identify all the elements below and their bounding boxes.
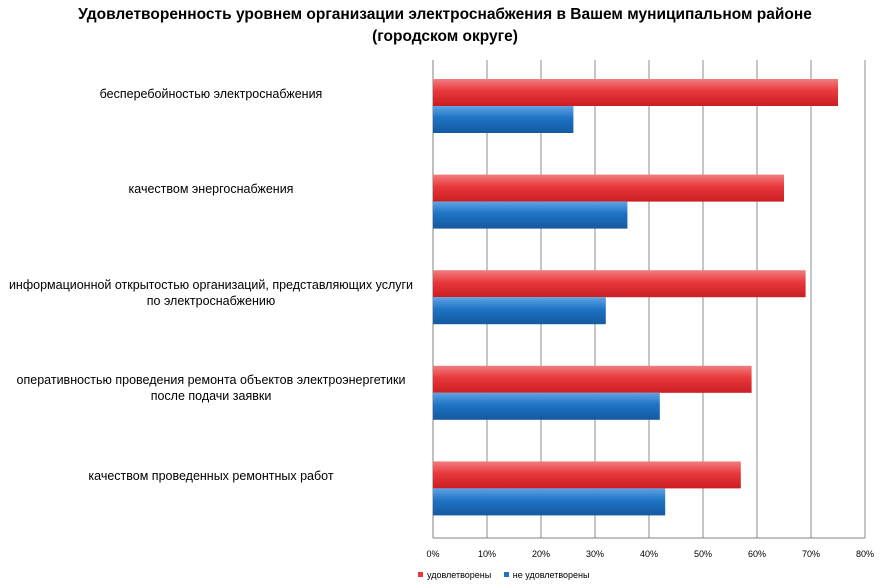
x-tick-label: 0% bbox=[426, 549, 439, 559]
x-tick-label: 30% bbox=[586, 549, 604, 559]
x-tick-label: 40% bbox=[640, 549, 658, 559]
bars bbox=[433, 79, 838, 516]
category-label: качеством проведенных ремонтных работ bbox=[88, 468, 334, 483]
x-tick-label: 60% bbox=[748, 549, 766, 559]
legend-swatch-not-satisfied bbox=[503, 572, 509, 577]
category-label: качеством энергоснабжения bbox=[128, 182, 294, 197]
bar-not-satisfied bbox=[433, 297, 606, 325]
legend-label-satisfied: удовлетворены bbox=[427, 569, 492, 580]
x-tick-label: 50% bbox=[694, 549, 712, 559]
category-label: оперативностью проведения ремонта объект… bbox=[16, 373, 406, 404]
legend-label-not-satisfied: не удовлетворены bbox=[512, 569, 590, 580]
category-label: информационной открытостью организаций, … bbox=[8, 277, 414, 308]
bar-satisfied bbox=[433, 365, 752, 393]
chart-title: Удовлетворенность уровнем организации эл… bbox=[78, 6, 812, 45]
bar-not-satisfied bbox=[433, 106, 574, 133]
legend-item-satisfied: удовлетворены bbox=[418, 570, 491, 580]
category-label: бесперебойностью электроснабжения bbox=[99, 86, 323, 101]
legend: удовлетворены не удовлетворены bbox=[418, 569, 600, 580]
x-tick-label: 20% bbox=[532, 549, 550, 559]
bar-not-satisfied bbox=[433, 392, 660, 420]
x-axis-ticks: 0% 10% 20% 30% 40% 50% 60% 70% 80% bbox=[426, 549, 874, 559]
legend-swatch-satisfied bbox=[418, 572, 423, 577]
legend-item-not-satisfied: не удовлетворены bbox=[503, 569, 590, 580]
bar-satisfied bbox=[433, 461, 741, 489]
bar-satisfied bbox=[433, 270, 806, 298]
bar-satisfied bbox=[433, 79, 838, 106]
x-tick-label: 70% bbox=[802, 549, 820, 559]
bar-not-satisfied bbox=[433, 488, 666, 516]
x-tick-label: 10% bbox=[478, 549, 496, 559]
bar-not-satisfied bbox=[433, 201, 628, 229]
gridlines bbox=[432, 60, 866, 539]
x-tick-label: 80% bbox=[856, 549, 874, 559]
bar-satisfied bbox=[433, 174, 784, 202]
